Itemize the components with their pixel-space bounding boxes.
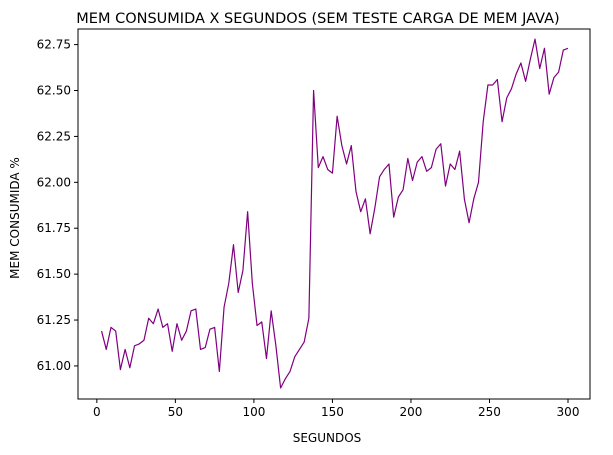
series-line <box>100 38 569 389</box>
y-tick-label: 62.00 <box>37 175 71 189</box>
y-tick-label: 61.00 <box>37 359 71 373</box>
x-tick-label: 300 <box>557 405 580 419</box>
x-tick-label: 0 <box>93 405 101 419</box>
y-tick-label: 61.75 <box>37 221 71 235</box>
y-axis-label: MEM CONSUMIDA % <box>8 157 22 279</box>
y-axis-ticks: 61.00 61.25 61.50 61.75 62.00 62.25 62.50 62.75 <box>37 38 78 373</box>
x-tick-label: 250 <box>478 405 501 419</box>
x-tick-label: 200 <box>400 405 423 419</box>
plot-frame <box>77 28 591 400</box>
x-tick-label: 50 <box>168 405 183 419</box>
y-tick-label: 62.25 <box>37 129 71 143</box>
y-tick-label: 62.50 <box>37 84 71 98</box>
chart-title: MEM CONSUMIDA X SEGUNDOS (SEM TESTE CARG… <box>76 11 559 27</box>
y-tick-label: 62.75 <box>37 38 71 52</box>
y-tick-label: 61.50 <box>37 267 71 281</box>
x-tick-label: 100 <box>242 405 265 419</box>
x-axis-ticks: 0 50 100 150 200 250 300 <box>93 399 579 419</box>
x-axis-label: SEGUNDOS <box>293 431 362 445</box>
y-tick-label: 61.25 <box>37 313 71 327</box>
x-tick-label: 150 <box>321 405 344 419</box>
